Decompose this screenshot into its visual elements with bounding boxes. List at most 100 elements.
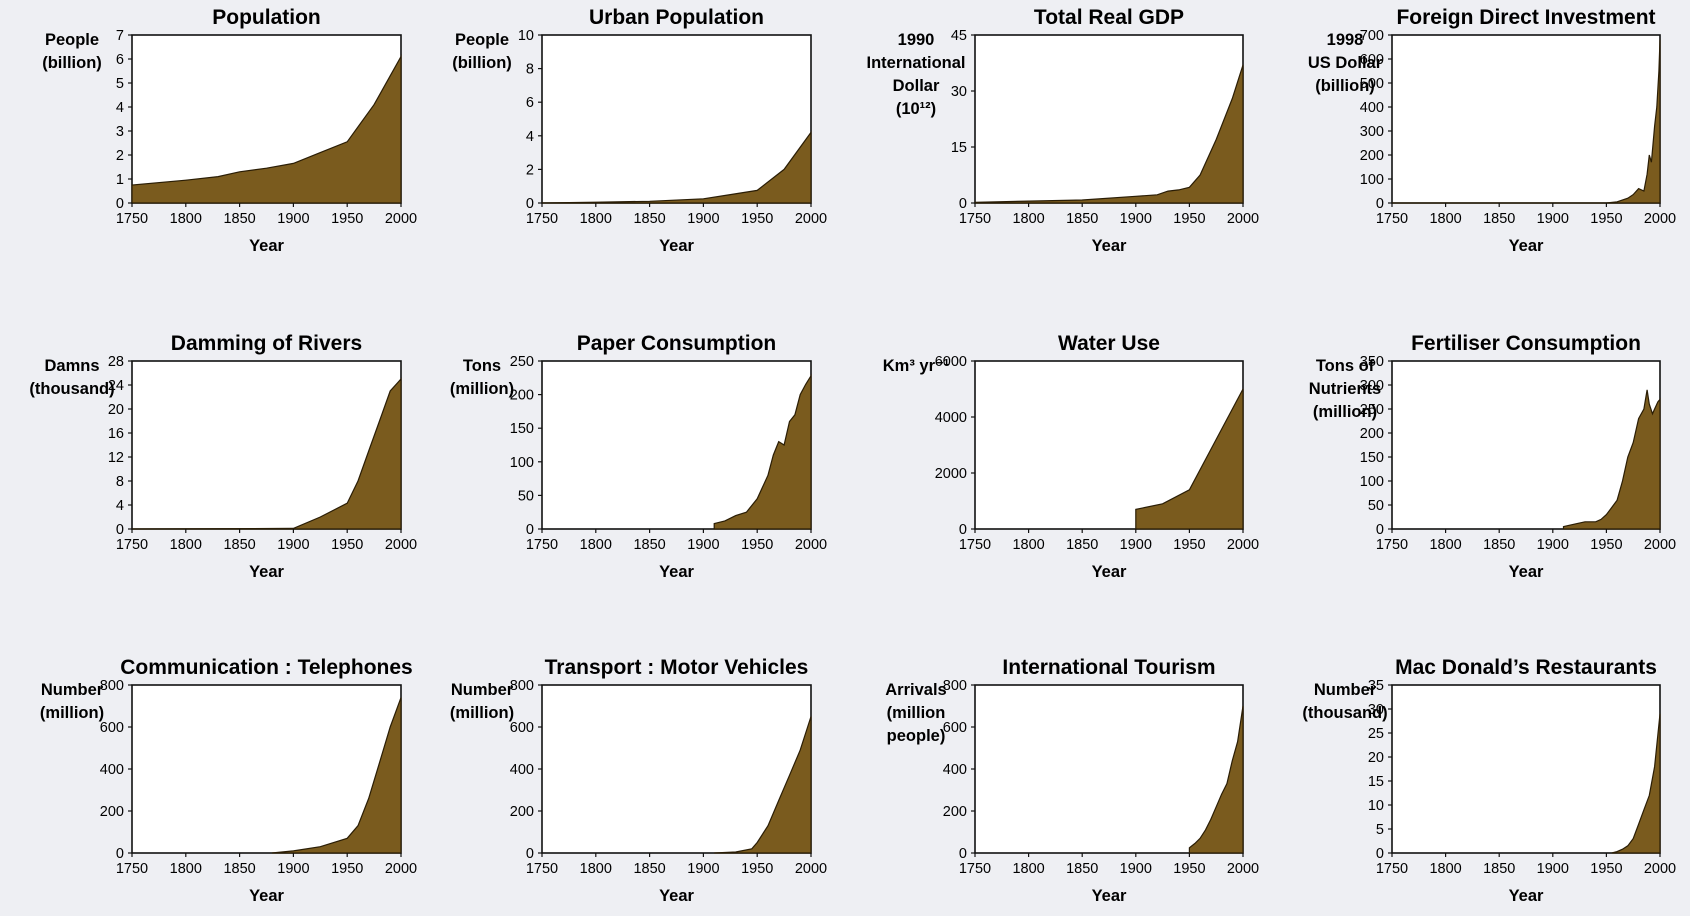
y-tick-label: 30 <box>1368 702 1384 718</box>
y-tick-label: 20 <box>108 402 124 418</box>
y-tick-label: 4 <box>526 129 534 145</box>
x-tick-label: 1800 <box>1012 861 1044 877</box>
y-axis-label: Number <box>451 681 514 699</box>
y-tick-label: 400 <box>510 762 534 778</box>
y-axis-label: US Dollar <box>1308 54 1383 72</box>
chart-water-use: 1750 1800 1850 1900 1950 2000 0 2000 4000 6000 Wat… <box>883 332 1259 581</box>
y-axis-label: Arrivals <box>885 681 946 699</box>
x-tick-label: 1800 <box>1429 861 1461 877</box>
y-tick-label: 800 <box>510 678 534 694</box>
y-tick-label: 250 <box>1360 402 1384 418</box>
x-tick-label: 1950 <box>331 211 363 227</box>
x-tick-label: 2000 <box>1644 537 1676 553</box>
y-tick-label: 0 <box>116 522 124 538</box>
x-tick-label: 1800 <box>1429 211 1461 227</box>
x-tick-label: 1750 <box>959 211 991 227</box>
x-tick-label: 1950 <box>741 861 773 877</box>
chart-title: Urban Population <box>589 6 764 29</box>
y-tick-label: 400 <box>100 762 124 778</box>
x-tick-label: 1850 <box>1066 211 1098 227</box>
y-tick-label: 5 <box>116 76 124 92</box>
y-axis-label: Dollar <box>893 77 940 95</box>
y-tick-label: 150 <box>510 421 534 437</box>
plot-frame <box>1391 34 1661 204</box>
x-tick-label: 1850 <box>223 537 255 553</box>
x-tick-label: 1950 <box>331 537 363 553</box>
y-tick-label: 300 <box>1360 378 1384 394</box>
y-axis-label: Damns <box>44 357 99 375</box>
y-axis-label: (million <box>887 704 946 722</box>
chart-title: Paper Consumption <box>577 332 777 355</box>
y-tick-label: 0 <box>526 196 534 212</box>
y-axis-label: 1998 <box>1327 31 1364 49</box>
y-tick-label: 8 <box>526 62 534 78</box>
x-axis-label: Year <box>1092 563 1127 581</box>
x-tick-label: 1900 <box>1537 861 1569 877</box>
y-tick-label: 600 <box>1360 52 1384 68</box>
y-tick-label: 15 <box>1368 774 1384 790</box>
x-tick-label: 1900 <box>1537 537 1569 553</box>
y-axis-label: Tons <box>463 357 501 375</box>
y-tick-label: 50 <box>1368 498 1384 514</box>
y-tick-label: 200 <box>943 804 967 820</box>
y-tick-label: 50 <box>518 488 534 504</box>
y-tick-label: 25 <box>1368 726 1384 742</box>
y-tick-label: 350 <box>1360 354 1384 370</box>
x-tick-label: 1850 <box>1066 861 1098 877</box>
x-tick-label: 2000 <box>795 861 827 877</box>
y-tick-label: 4000 <box>935 410 967 426</box>
y-tick-label: 200 <box>510 388 534 404</box>
y-tick-label: 0 <box>959 196 967 212</box>
data-area <box>131 54 402 204</box>
y-tick-label: 4 <box>116 100 124 116</box>
chart-foreign-direct-investment: 1750 1800 1850 1900 1950 2000 0 100 200 300 400 500… <box>1308 6 1676 255</box>
y-tick-label: 0 <box>526 846 534 862</box>
data-area <box>1562 389 1661 530</box>
y-tick-label: 12 <box>108 450 124 466</box>
plot-frame <box>1391 360 1661 530</box>
y-axis-label: (billion) <box>1315 77 1375 95</box>
x-tick-label: 1900 <box>687 211 719 227</box>
x-tick-label: 1900 <box>1120 211 1152 227</box>
y-tick-label: 16 <box>108 426 124 442</box>
chart-title: Foreign Direct Investment <box>1396 6 1655 29</box>
y-tick-label: 800 <box>943 678 967 694</box>
y-axis-label: (million) <box>40 704 104 722</box>
x-tick-label: 1850 <box>1483 861 1515 877</box>
chart-title: Fertiliser Consumption <box>1411 332 1641 355</box>
y-tick-label: 10 <box>1368 798 1384 814</box>
x-axis-label: Year <box>249 563 284 581</box>
plot-frame <box>131 684 402 854</box>
y-axis-label: (million) <box>1313 403 1377 421</box>
x-tick-label: 1950 <box>1590 537 1622 553</box>
data-area <box>713 373 812 530</box>
x-tick-label: 2000 <box>1227 211 1259 227</box>
chart-damming-of-rivers: 1750 1800 1850 1900 1950 2000 0 4 8 12 16 20 24 28 Dam… <box>29 332 417 581</box>
y-axis-label: Number <box>41 681 104 699</box>
x-tick-label: 1750 <box>116 211 148 227</box>
x-axis-label: Year <box>1509 887 1544 905</box>
x-tick-label: 1900 <box>687 861 719 877</box>
x-tick-label: 1900 <box>687 537 719 553</box>
y-axis-label: People <box>455 31 509 49</box>
x-axis-label: Year <box>659 887 694 905</box>
y-axis-label: Nutrients <box>1309 380 1381 398</box>
y-tick-label: 3 <box>116 124 124 140</box>
y-tick-label: 300 <box>1360 124 1384 140</box>
x-tick-label: 1750 <box>959 537 991 553</box>
x-tick-label: 1750 <box>526 211 558 227</box>
y-axis-label: people) <box>887 727 946 745</box>
chart-urban-population: 1750 1800 1850 1900 1950 2000 0 2 4 6 8 10 Urban Pop… <box>452 6 827 255</box>
y-tick-label: 200 <box>510 804 534 820</box>
plot-frame <box>974 34 1244 204</box>
data-area <box>1188 705 1244 854</box>
x-axis-label: Year <box>659 563 694 581</box>
y-tick-label: 150 <box>1360 450 1384 466</box>
chart-title: International Tourism <box>1002 656 1215 679</box>
x-tick-label: 1950 <box>1590 861 1622 877</box>
x-tick-label: 1850 <box>223 211 255 227</box>
x-tick-label: 1950 <box>741 211 773 227</box>
x-axis-label: Year <box>1509 563 1544 581</box>
x-tick-label: 1800 <box>170 537 202 553</box>
